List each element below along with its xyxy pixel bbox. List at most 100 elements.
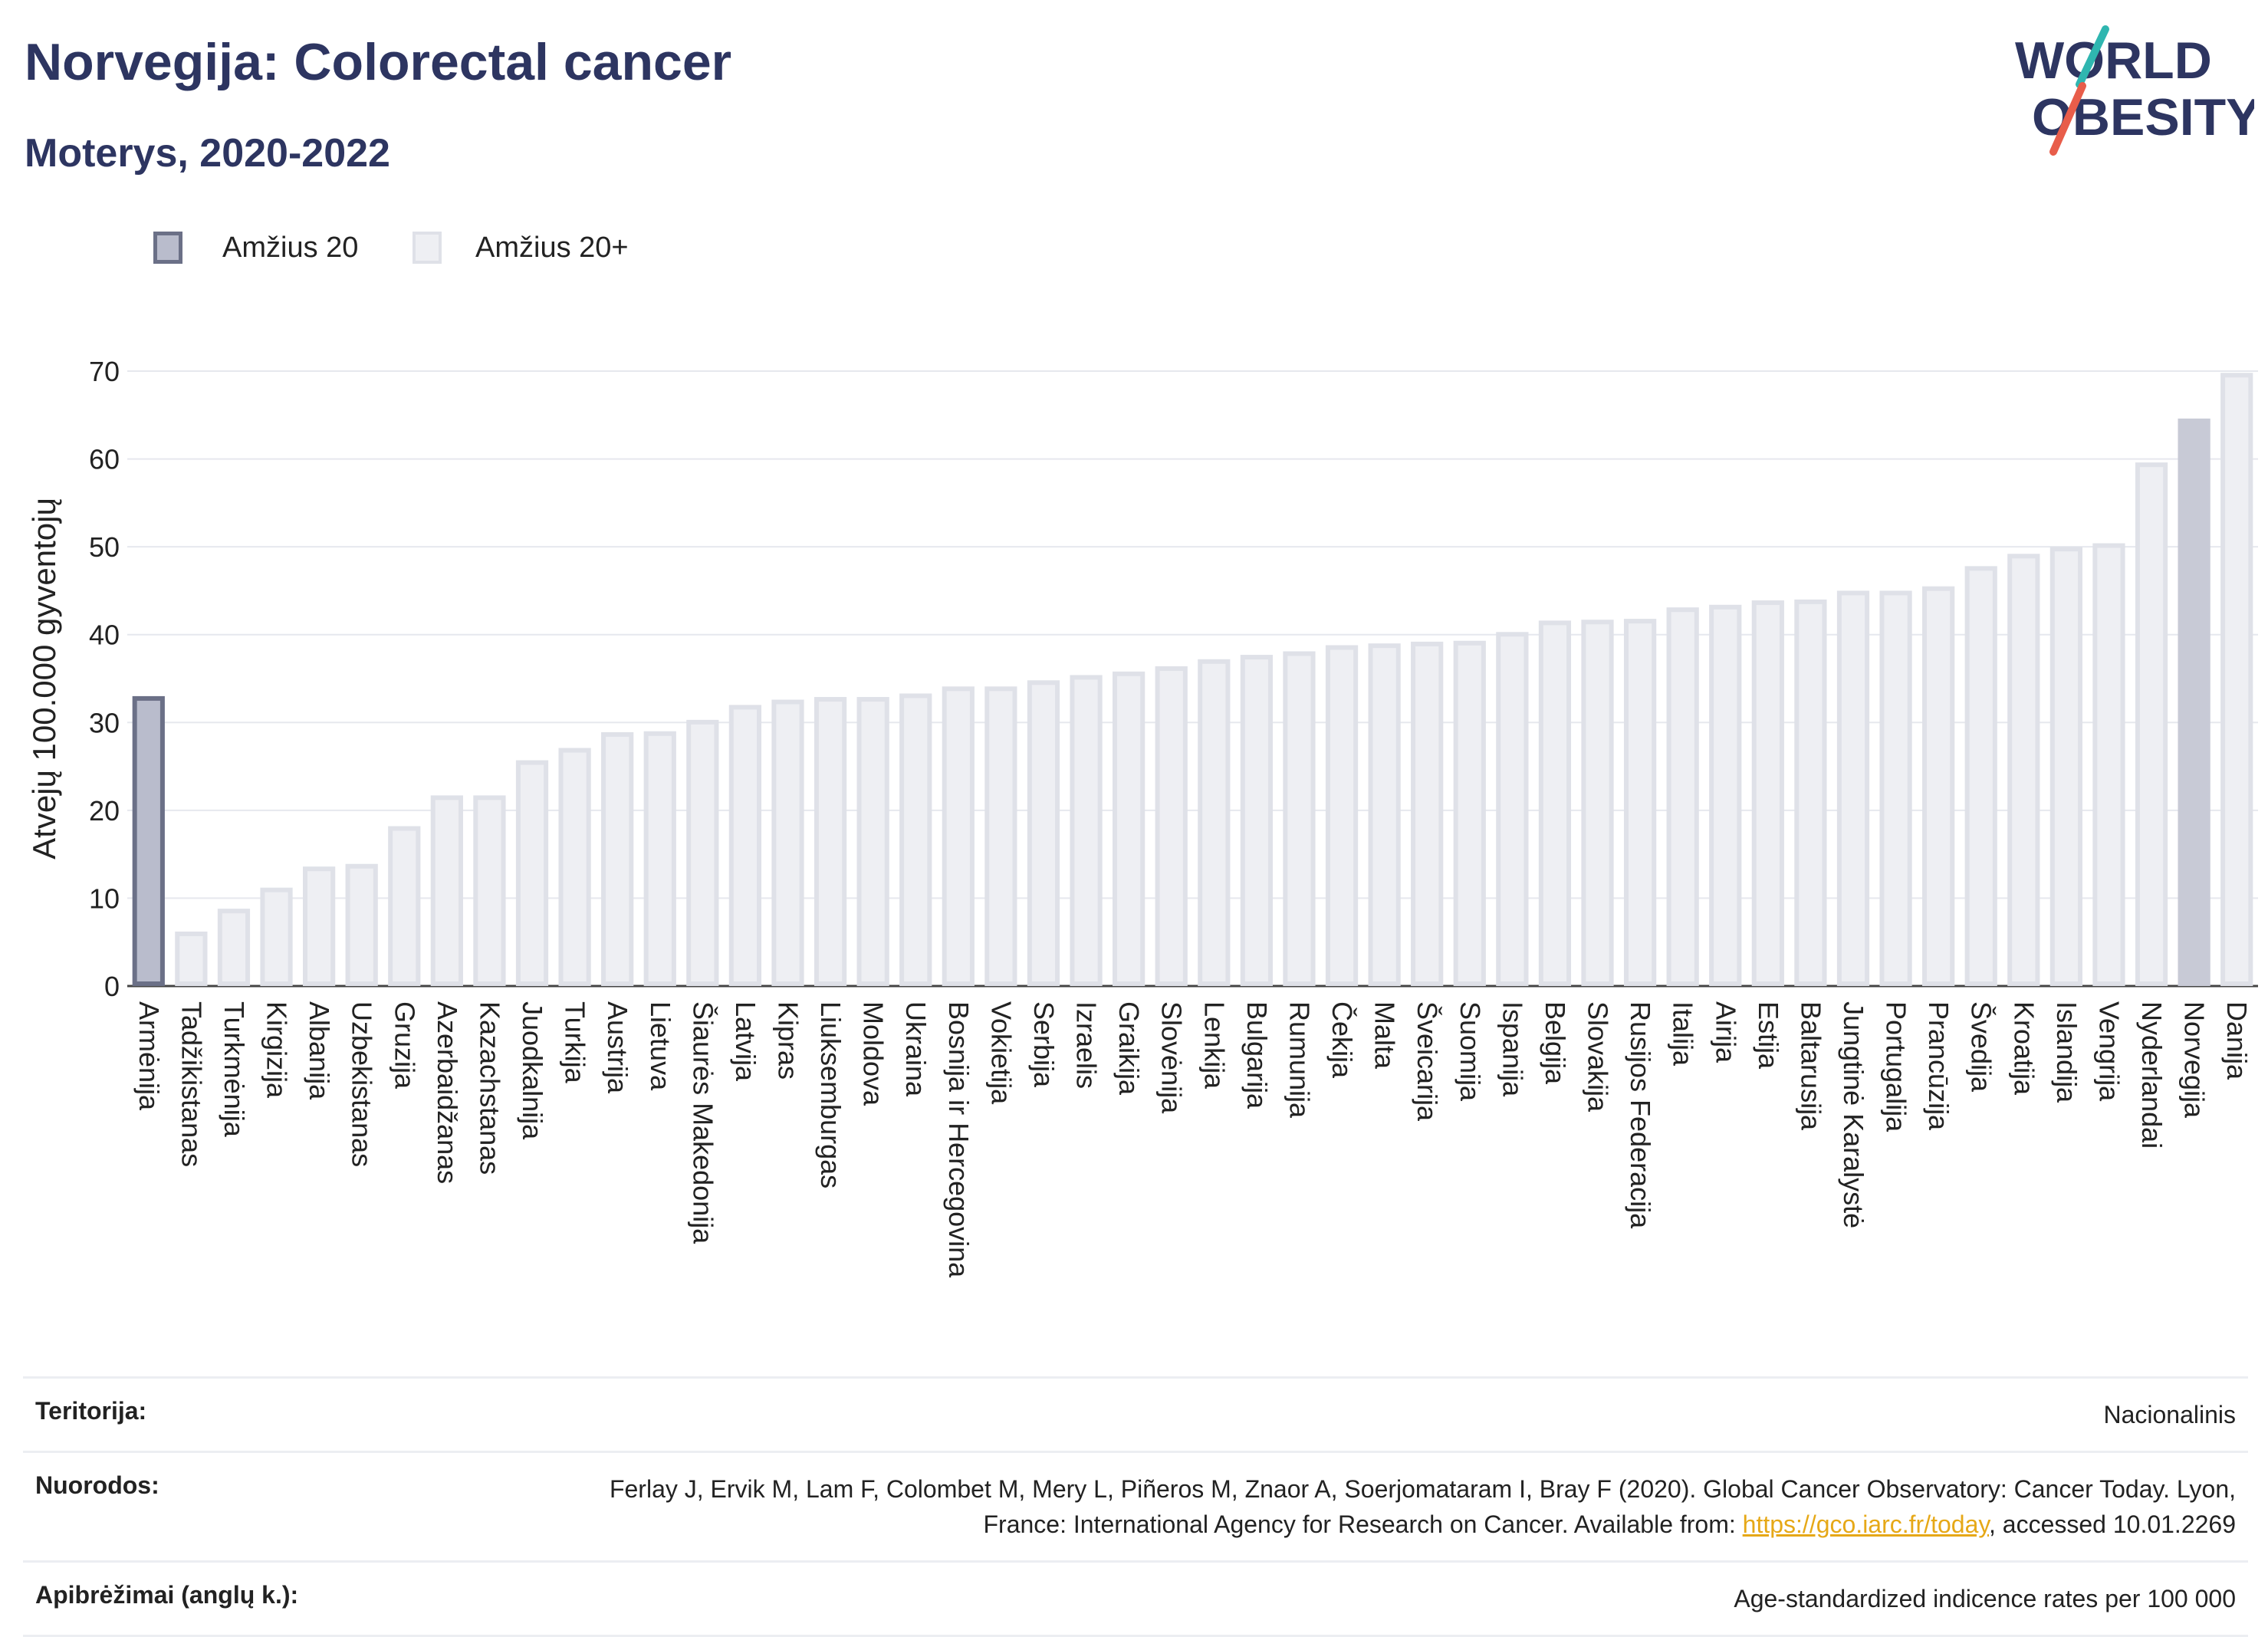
bar[interactable] — [643, 731, 676, 986]
bar[interactable] — [260, 887, 293, 986]
bar[interactable] — [217, 909, 251, 986]
bar[interactable] — [1240, 655, 1273, 986]
x-tick-label: Rumunija — [1284, 1001, 1315, 1119]
info-row-references: Nuorodos: Ferlay J, Ervik M, Lam F, Colo… — [23, 1451, 2248, 1563]
bar[interactable] — [2220, 373, 2253, 986]
x-tick-label: Lietuva — [645, 1001, 676, 1091]
x-tick-label: Danija — [2221, 1001, 2253, 1080]
bar[interactable] — [899, 693, 932, 986]
bar[interactable] — [515, 760, 549, 987]
x-tick-label: Bulgarija — [1241, 1001, 1273, 1109]
bar[interactable] — [1922, 586, 1955, 986]
bar[interactable] — [1538, 620, 1572, 986]
x-tick-label: Portugalija — [1881, 1001, 1912, 1132]
bar[interactable] — [1751, 600, 1784, 986]
bar[interactable] — [942, 686, 975, 986]
bar[interactable] — [132, 695, 165, 986]
y-tick-label: 20 — [89, 795, 120, 827]
y-tick-label: 10 — [89, 883, 120, 914]
bar[interactable] — [2092, 543, 2125, 986]
bar[interactable] — [1709, 604, 1742, 986]
x-tick-label: Lenkija — [1198, 1001, 1230, 1090]
bar[interactable] — [388, 826, 421, 986]
info-key-references: Nuorodos: — [23, 1451, 508, 1563]
x-tick-label: Kirgizija — [261, 1001, 293, 1099]
bar[interactable] — [984, 686, 1017, 986]
x-tick-label: Čekija — [1326, 1001, 1358, 1079]
bar[interactable] — [1155, 666, 1188, 986]
y-tick-label: 0 — [104, 971, 120, 1002]
x-tick-label: Norvegija — [2179, 1001, 2210, 1119]
x-tick-label: Albanija — [304, 1001, 335, 1100]
legend-label-age20: Amžius 20 — [222, 232, 359, 264]
bar[interactable] — [1283, 651, 1316, 986]
bars — [132, 373, 2253, 987]
bar[interactable] — [814, 697, 847, 986]
x-tick-label: Baltarusija — [1795, 1001, 1826, 1131]
x-tick-label: Suomija — [1454, 1001, 1486, 1102]
bar[interactable] — [1411, 641, 1444, 986]
x-tick-label: Turkija — [560, 1001, 591, 1084]
bar[interactable] — [430, 795, 463, 986]
bar[interactable] — [1027, 680, 1060, 986]
bar[interactable] — [1666, 607, 1699, 986]
bar[interactable] — [601, 731, 634, 986]
info-value-territory: Nacionalinis — [508, 1376, 2248, 1453]
y-tick-label: 40 — [89, 620, 120, 651]
bar[interactable] — [1794, 599, 1827, 986]
bar[interactable] — [345, 863, 378, 987]
bar[interactable] — [1325, 645, 1359, 986]
bar[interactable] — [302, 866, 336, 986]
x-tick-label: Belgija — [1540, 1001, 1571, 1085]
legend-label-age20plus: Amžius 20+ — [475, 232, 629, 264]
bar-chart: 0 10 20 30 40 50 60 70 Armėnija Tadžikistanas Tur… — [26, 356, 2258, 1278]
bar[interactable] — [1879, 590, 1912, 986]
reference-accessed: , accessed 10.01.2269 — [1988, 1510, 2236, 1538]
x-tick-label: Armėnija — [133, 1001, 165, 1111]
x-tick-label: Turkmėnija — [219, 1001, 250, 1138]
reference-link[interactable]: https://gco.iarc.fr/today — [1742, 1510, 1989, 1538]
chart-subtitle: Moterys, 2020-2022 — [25, 131, 390, 176]
bar[interactable] — [473, 795, 506, 986]
x-tick-label: Jungtinė Karalystė — [1838, 1001, 1869, 1228]
x-tick-label: Švedija — [1966, 1001, 1997, 1093]
x-tick-label: Juodkalnija — [517, 1001, 548, 1140]
bar[interactable] — [1368, 643, 1401, 986]
info-row-territory: Teritorija: Nacionalinis — [23, 1376, 2248, 1453]
x-tick-label: Liuksemburgas — [815, 1001, 846, 1188]
bar[interactable] — [1964, 566, 1997, 986]
bar[interactable] — [1070, 675, 1103, 986]
bar[interactable] — [1836, 590, 1870, 986]
bar[interactable] — [686, 719, 719, 986]
bar[interactable] — [2135, 462, 2168, 986]
chart-title: Norvegija: Colorectal cancer — [25, 33, 732, 91]
x-tick-label: Latvija — [730, 1001, 761, 1082]
bar[interactable] — [728, 705, 762, 986]
bar[interactable] — [1581, 620, 1614, 986]
x-tick-label: Prancūzija — [1923, 1001, 1954, 1131]
bar[interactable] — [1623, 619, 1657, 986]
x-tick-label: Tadžikistanas — [176, 1001, 207, 1167]
y-tick-label: 60 — [89, 444, 120, 475]
y-axis-ticks: 0 10 20 30 40 50 60 70 — [89, 356, 120, 1002]
bar[interactable] — [558, 748, 591, 986]
bar[interactable] — [856, 697, 889, 986]
x-tick-label: Ukraina — [900, 1001, 932, 1097]
y-axis-label: Atvejų 100.000 gyventojų — [26, 498, 62, 860]
x-tick-label: Slovakija — [1583, 1001, 1614, 1113]
bar[interactable] — [2178, 418, 2210, 986]
bar[interactable] — [1453, 640, 1486, 986]
bar[interactable] — [1113, 671, 1146, 986]
x-tick-label: Italija — [1668, 1001, 1699, 1067]
bar[interactable] — [1496, 632, 1529, 986]
bar[interactable] — [2049, 547, 2083, 986]
x-tick-label: Gruzija — [389, 1001, 420, 1090]
legend-swatch-age20 — [153, 232, 182, 264]
x-tick-label: Vengrija — [2093, 1001, 2125, 1102]
info-key-territory: Teritorija: — [23, 1376, 508, 1453]
bar[interactable] — [1198, 659, 1231, 986]
bar[interactable] — [771, 699, 804, 986]
bar[interactable] — [2007, 554, 2040, 986]
info-key-definitions: Apibrėžimai (anglų k.): — [23, 1560, 508, 1637]
bar[interactable] — [175, 931, 208, 986]
